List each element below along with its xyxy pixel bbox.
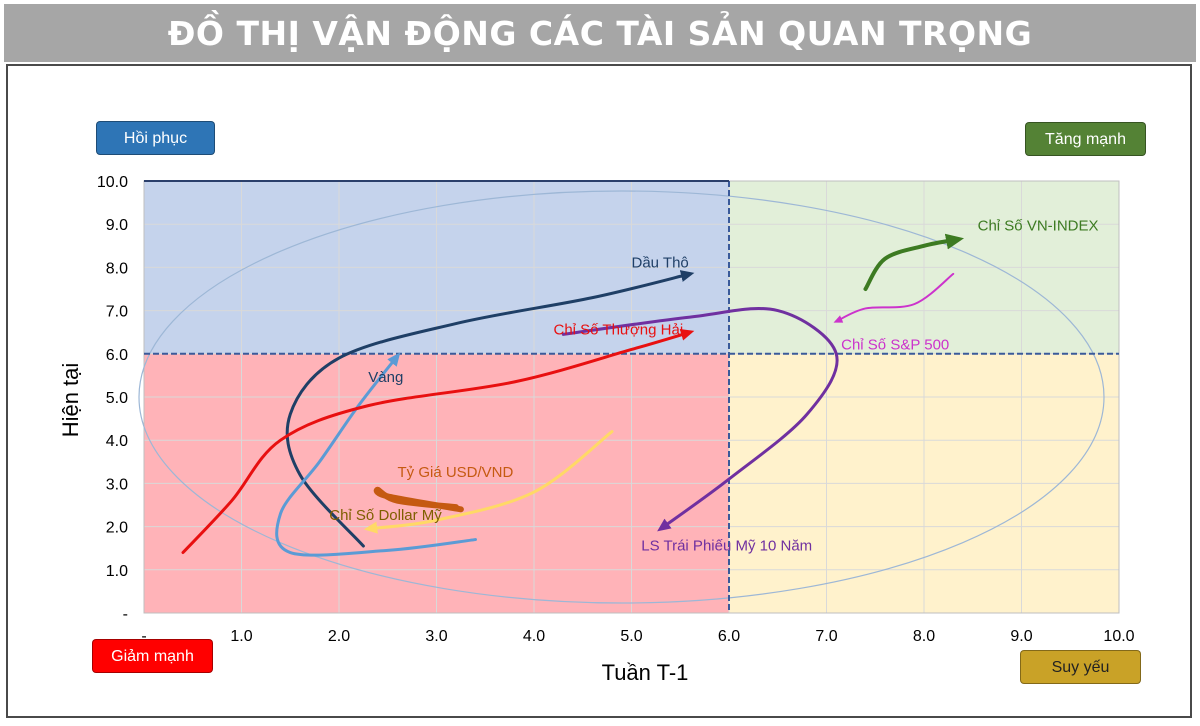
series-layer xyxy=(181,233,965,557)
y-tick-label: 8.0 xyxy=(106,260,128,277)
series-label-chi-so-s-p-500: Chỉ Số S&P 500 xyxy=(841,336,949,353)
y-tick-label: 2.0 xyxy=(106,520,128,537)
series-labels: Dầu Thô Vàng Chỉ Số Thượng Hải Chỉ Số Dolla… xyxy=(329,218,1098,555)
series-line-chi-so-vn-index xyxy=(863,233,965,291)
x-tick-label: 10.0 xyxy=(1103,628,1134,645)
y-tick-label: 9.0 xyxy=(106,217,128,234)
series-line-vang xyxy=(275,352,477,557)
series-label-vang: Vàng xyxy=(368,369,403,386)
x-tick-label: 8.0 xyxy=(913,628,935,645)
quadrant-badge-declining: Giảm mạnh xyxy=(92,639,213,673)
y-tick-label: 5.0 xyxy=(106,390,128,407)
y-axis-title: Hiện tại xyxy=(58,363,83,438)
series-label-dau-tho: Dầu Thô xyxy=(632,254,689,271)
y-tick-label: 7.0 xyxy=(106,304,128,321)
y-tick-label: 1.0 xyxy=(106,563,128,580)
quadrant-badge-weak: Suy yếu xyxy=(1020,650,1141,684)
series-label-chi-so-dollar-my: Chỉ Số Dollar Mỹ xyxy=(329,507,442,524)
series-line-dau-tho xyxy=(285,270,695,548)
x-tick-label: 3.0 xyxy=(425,628,447,645)
x-tick-label: 1.0 xyxy=(230,628,252,645)
series-line-chi-so-dollar-my xyxy=(363,430,614,534)
x-tick-label: 9.0 xyxy=(1010,628,1032,645)
x-axis-title: Tuần T-1 xyxy=(602,660,689,685)
guide-ellipse-shape xyxy=(138,190,1105,604)
series-label-chi-so-thuong-hai: Chỉ Số Thượng Hải xyxy=(554,321,684,338)
series-label-ty-gia-usd-vnd: Tỷ Giá USD/VND xyxy=(398,464,514,481)
y-tick-label: - xyxy=(123,606,128,623)
series-line-ty-gia-usd-vnd xyxy=(373,486,464,513)
y-axis-ticks: - 1.0 2.0 3.0 4.0 5.0 6.0 7.0 8.0 9.0 10.0 xyxy=(97,174,128,623)
series-line-ls-trai-phieu-my-10-nam xyxy=(561,307,839,532)
quadrant-badge-strong: Tăng mạnh xyxy=(1025,122,1146,156)
series-line-chi-so-s-p-500 xyxy=(833,272,955,323)
x-tick-label: - xyxy=(141,628,146,645)
x-tick-label: 5.0 xyxy=(620,628,642,645)
y-tick-label: 3.0 xyxy=(106,476,128,493)
y-tick-label: 6.0 xyxy=(106,347,128,364)
series-line-chi-so-thuong-hai xyxy=(181,328,695,555)
x-axis-ticks: - 1.0 2.0 3.0 4.0 5.0 6.0 7.0 8.0 9.0 10.0 xyxy=(141,628,1134,645)
x-tick-label: 2.0 xyxy=(328,628,350,645)
chart-frame xyxy=(6,64,1192,718)
y-tick-label: 10.0 xyxy=(97,174,128,191)
x-tick-label: 7.0 xyxy=(815,628,837,645)
quadrant-badge-recovery: Hồi phục xyxy=(96,121,215,155)
threshold-lines xyxy=(144,180,1119,613)
y-tick-label: 4.0 xyxy=(106,433,128,450)
page-title: ĐỒ THỊ VẬN ĐỘNG CÁC TÀI SẢN QUAN TRỌNG xyxy=(4,4,1196,62)
x-tick-label: 6.0 xyxy=(718,628,740,645)
series-label-ls-trai-phieu-my-10-nam: LS Trái Phiếu Mỹ 10 Năm xyxy=(641,537,812,554)
series-label-chi-so-vn-index: Chỉ Số VN-INDEX xyxy=(978,218,1099,235)
x-tick-label: 4.0 xyxy=(523,628,545,645)
guide-ellipse xyxy=(138,190,1105,604)
